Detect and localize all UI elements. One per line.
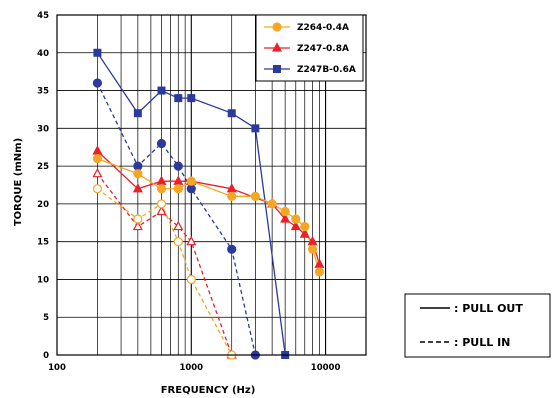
data-point [156, 184, 167, 194]
data-point [133, 161, 143, 171]
data-point [156, 199, 167, 209]
plot-frame [56, 14, 367, 356]
data-point [251, 124, 260, 133]
data-point [173, 237, 183, 247]
data-point [314, 267, 325, 277]
y-tick-label: 0 [43, 351, 49, 361]
data-point [132, 183, 143, 193]
pull-in-curve [97, 188, 233, 356]
y-tick-label: 10 [37, 275, 49, 285]
data-point [186, 274, 196, 285]
x-tick-label: 10000 [311, 363, 341, 373]
pull-in-label: : PULL IN [454, 336, 510, 349]
data-point [92, 153, 103, 164]
legend-marker [272, 42, 282, 52]
y-tick-label: 5 [43, 313, 49, 323]
data-point [133, 169, 143, 179]
pull-in-curve [96, 173, 233, 356]
legend-marker [272, 22, 282, 32]
data-point [173, 161, 183, 171]
data-point [156, 205, 167, 216]
line-style-key: : PULL OUT : PULL IN [404, 293, 551, 358]
data-point [186, 184, 196, 194]
data-point [174, 94, 183, 103]
data-point [267, 199, 277, 209]
x-axis-title: FREQUENCY (Hz) [161, 385, 256, 396]
data-point [307, 244, 318, 254]
data-point [92, 167, 103, 178]
x-tick-label: 1000 [179, 363, 203, 373]
data-point [250, 191, 260, 201]
data-point [280, 213, 291, 223]
data-point [299, 228, 310, 238]
data-point [156, 175, 167, 185]
data-point [186, 235, 197, 246]
data-point [93, 48, 102, 57]
data-point [187, 94, 196, 103]
data-point [186, 176, 196, 186]
legend-label: Z247B-0.6A [297, 65, 356, 75]
data-point [157, 86, 166, 95]
data-point [132, 220, 143, 231]
data-point [227, 109, 236, 118]
line-style-key-box [404, 293, 551, 358]
y-tick-label: 20 [37, 200, 49, 210]
data-point [173, 175, 184, 185]
y-tick-label: 35 [37, 87, 49, 97]
data-point [133, 214, 143, 224]
data-point [173, 220, 184, 231]
data-point [173, 184, 183, 194]
y-tick-label: 40 [37, 49, 49, 59]
legend-label: Z247-0.8A [297, 44, 349, 54]
y-tick-labels: 0 5 10 15 20 25 30 35 40 45 [37, 11, 49, 361]
data-point [92, 78, 103, 88]
data-point [227, 244, 237, 254]
y-tick-label: 15 [37, 238, 49, 248]
data-point [92, 184, 103, 194]
data-point [133, 109, 142, 118]
y-tick-label: 30 [37, 124, 49, 134]
legend: Z264-0.4A Z247-0.8A Z247B-0.6A [255, 14, 364, 82]
y-axis-title: TORQUE (mNm) [13, 138, 24, 226]
pull-out-label: : PULL OUT [454, 302, 523, 315]
data-point [280, 206, 290, 217]
legend-marker [273, 65, 281, 73]
series-markers [92, 48, 325, 360]
y-tick-label: 25 [37, 162, 49, 172]
data-point [227, 191, 237, 201]
data-point [156, 138, 167, 149]
legend-label: Z264-0.4A [297, 23, 349, 33]
x-tick-label: 100 [48, 363, 66, 373]
data-point [92, 145, 103, 155]
x-tick-labels: 100 1000 10000 [48, 363, 340, 373]
data-point [300, 221, 310, 232]
y-tick-label: 45 [37, 11, 49, 21]
data-point [290, 220, 301, 231]
data-point [291, 214, 301, 224]
